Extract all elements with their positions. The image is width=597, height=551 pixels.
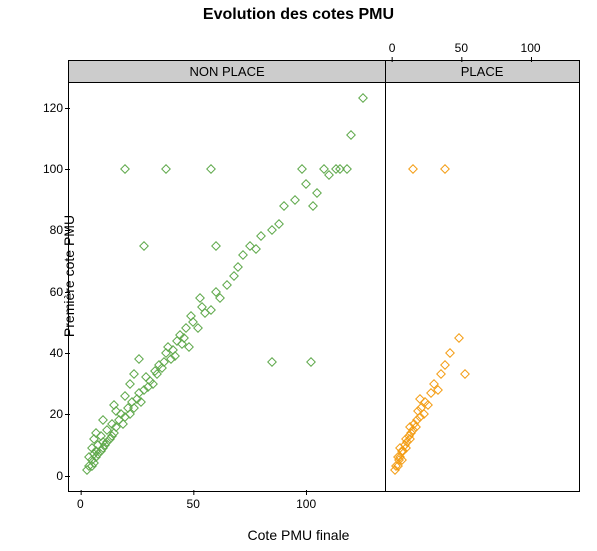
x-tick: 0: [77, 491, 84, 511]
y-tick: 120: [43, 101, 69, 115]
data-point: [252, 244, 262, 254]
facet-panel: NON PLACE: [69, 61, 385, 491]
y-tick: 60: [50, 285, 69, 299]
data-point: [136, 397, 146, 407]
data-point: [211, 241, 221, 251]
data-point: [436, 369, 446, 379]
x-axis-label: Cote PMU finale: [0, 527, 597, 543]
data-point: [267, 225, 277, 235]
x-tick: 0: [389, 41, 396, 61]
data-point: [461, 369, 471, 379]
data-point: [346, 130, 356, 140]
data-point: [279, 201, 289, 211]
data-point: [342, 164, 352, 174]
data-point: [134, 354, 144, 364]
data-point: [121, 164, 131, 174]
data-point: [440, 164, 450, 174]
data-point: [181, 323, 191, 333]
data-point: [206, 164, 216, 174]
data-point: [130, 369, 140, 379]
data-point: [222, 281, 232, 291]
data-point: [215, 293, 225, 303]
data-point: [161, 164, 171, 174]
data-point: [139, 241, 149, 251]
y-tick: 0: [56, 469, 69, 483]
x-tick: 50: [455, 41, 468, 61]
data-point: [256, 231, 266, 241]
y-tick: 80: [50, 223, 69, 237]
x-tick: 100: [521, 41, 541, 61]
y-tick: 40: [50, 346, 69, 360]
panel-strip: NON PLACE: [69, 61, 385, 83]
data-point: [238, 250, 248, 260]
data-point: [195, 293, 205, 303]
y-tick: 20: [50, 407, 69, 421]
data-point: [267, 357, 277, 367]
data-point: [290, 195, 300, 205]
chart-root: Evolution des cotes PMU Première cote PM…: [0, 0, 597, 551]
plot-area: 020406080100120NON PLACE050100PLACE05010…: [68, 60, 580, 492]
data-point: [308, 201, 318, 211]
data-point: [358, 93, 368, 103]
data-point: [193, 323, 203, 333]
data-point: [233, 262, 243, 272]
y-tick: 100: [43, 162, 69, 176]
panel-strip: PLACE: [385, 61, 579, 83]
data-point: [274, 219, 284, 229]
data-point: [312, 188, 322, 198]
data-point: [306, 357, 316, 367]
chart-title: Evolution des cotes PMU: [0, 6, 597, 24]
data-point: [454, 333, 464, 343]
data-point: [297, 164, 307, 174]
x-tick: 100: [296, 491, 316, 511]
data-point: [229, 271, 239, 281]
x-tick: 50: [187, 491, 200, 511]
data-point: [445, 348, 455, 358]
data-point: [408, 164, 418, 174]
panel-divider: [385, 61, 386, 491]
data-point: [125, 379, 135, 389]
data-point: [301, 179, 311, 189]
facet-panel: PLACE: [385, 61, 579, 491]
